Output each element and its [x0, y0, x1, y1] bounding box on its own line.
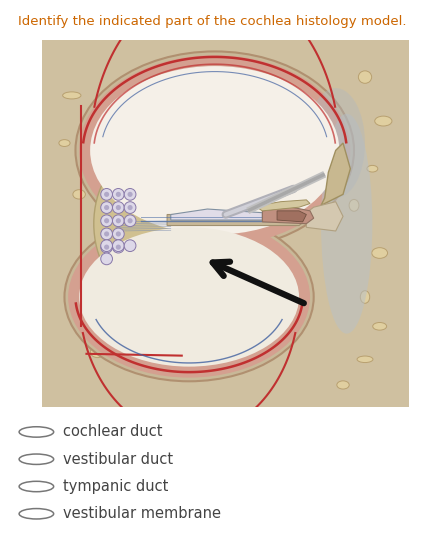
Text: tympanic duct: tympanic duct: [63, 479, 169, 494]
Polygon shape: [277, 211, 306, 222]
Ellipse shape: [367, 165, 378, 172]
Circle shape: [104, 218, 109, 223]
Ellipse shape: [79, 55, 350, 246]
Circle shape: [101, 189, 113, 200]
Circle shape: [113, 228, 124, 240]
Circle shape: [19, 454, 54, 465]
Ellipse shape: [357, 356, 373, 363]
Circle shape: [127, 192, 133, 197]
Ellipse shape: [372, 247, 388, 258]
Circle shape: [116, 231, 121, 237]
Ellipse shape: [349, 199, 359, 211]
Circle shape: [101, 240, 113, 252]
Ellipse shape: [63, 92, 81, 99]
Ellipse shape: [94, 160, 174, 288]
Circle shape: [124, 215, 136, 226]
Circle shape: [113, 241, 124, 253]
Polygon shape: [171, 209, 262, 220]
Ellipse shape: [64, 213, 314, 381]
Circle shape: [19, 427, 54, 437]
Text: cochlear duct: cochlear duct: [63, 424, 163, 439]
Ellipse shape: [373, 322, 387, 330]
Circle shape: [116, 192, 121, 197]
Circle shape: [19, 481, 54, 492]
Ellipse shape: [76, 51, 354, 250]
Circle shape: [101, 241, 113, 253]
Ellipse shape: [90, 66, 339, 234]
Polygon shape: [306, 202, 343, 231]
Circle shape: [101, 228, 113, 240]
Circle shape: [116, 245, 121, 250]
Circle shape: [104, 192, 109, 197]
Circle shape: [104, 245, 109, 250]
Ellipse shape: [337, 381, 349, 389]
Ellipse shape: [375, 116, 392, 126]
Circle shape: [104, 205, 109, 210]
Ellipse shape: [73, 300, 85, 309]
Circle shape: [113, 240, 124, 252]
Polygon shape: [262, 207, 314, 224]
Ellipse shape: [68, 216, 310, 378]
Ellipse shape: [306, 88, 365, 198]
Circle shape: [116, 218, 121, 223]
Circle shape: [19, 509, 54, 519]
Circle shape: [104, 231, 109, 237]
Circle shape: [116, 205, 121, 210]
Ellipse shape: [360, 291, 370, 303]
Ellipse shape: [73, 190, 85, 199]
Circle shape: [127, 218, 133, 223]
Text: vestibular membrane: vestibular membrane: [63, 506, 221, 521]
Ellipse shape: [90, 347, 105, 357]
Text: Identify the indicated part of the cochlea histology model.: Identify the indicated part of the cochl…: [17, 15, 406, 28]
Polygon shape: [321, 143, 350, 205]
Circle shape: [113, 215, 124, 226]
Ellipse shape: [321, 114, 372, 334]
Circle shape: [124, 240, 136, 252]
Text: vestibular duct: vestibular duct: [63, 452, 173, 467]
Circle shape: [113, 189, 124, 200]
Ellipse shape: [79, 227, 299, 367]
Circle shape: [101, 215, 113, 226]
Polygon shape: [167, 215, 306, 225]
Circle shape: [101, 202, 113, 213]
Circle shape: [127, 205, 133, 210]
Circle shape: [124, 202, 136, 213]
Circle shape: [101, 253, 113, 265]
Ellipse shape: [358, 71, 371, 84]
Polygon shape: [255, 200, 310, 211]
Circle shape: [124, 189, 136, 200]
Circle shape: [113, 202, 124, 213]
Ellipse shape: [59, 140, 70, 147]
